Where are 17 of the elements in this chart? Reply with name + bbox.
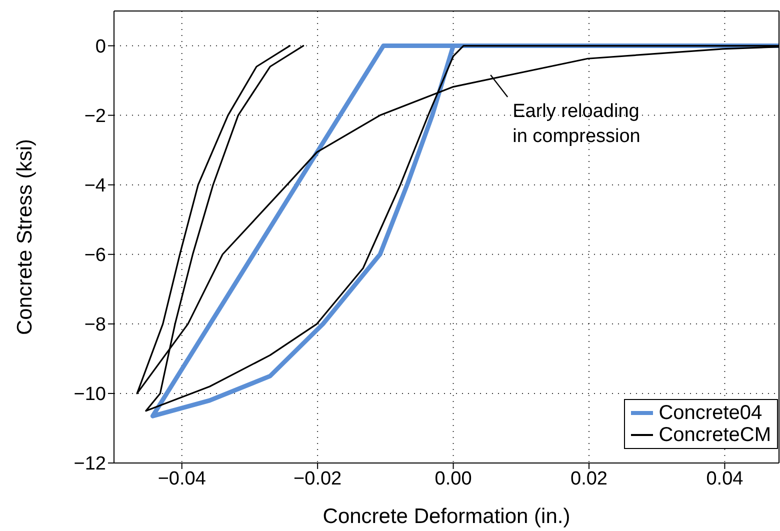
- y-tick-label: 0: [95, 36, 106, 58]
- x-tick-label: 0.02: [570, 468, 608, 490]
- x-tick-label: 0.04: [706, 468, 744, 490]
- legend-label: ConcreteCM: [658, 424, 771, 446]
- x-tick-label: −0.02: [294, 468, 342, 490]
- x-tick-label: 0.00: [434, 468, 472, 490]
- y-tick-label: −12: [74, 454, 106, 475]
- x-tick-label: −0.04: [158, 468, 206, 490]
- y-tick-label: −10: [74, 384, 106, 406]
- y-tick-label: −4: [84, 176, 106, 197]
- annotation: Early reloading in compression: [512, 100, 640, 147]
- x-axis-title: Concrete Deformation (in.): [322, 505, 570, 528]
- y-tick-label: −8: [84, 314, 106, 336]
- legend-label: Concrete04: [658, 402, 764, 424]
- y-tick-label: −6: [84, 245, 106, 266]
- y-axis-title: Concrete Stress (ksi): [13, 138, 36, 336]
- y-tick-label: −2: [84, 106, 106, 128]
